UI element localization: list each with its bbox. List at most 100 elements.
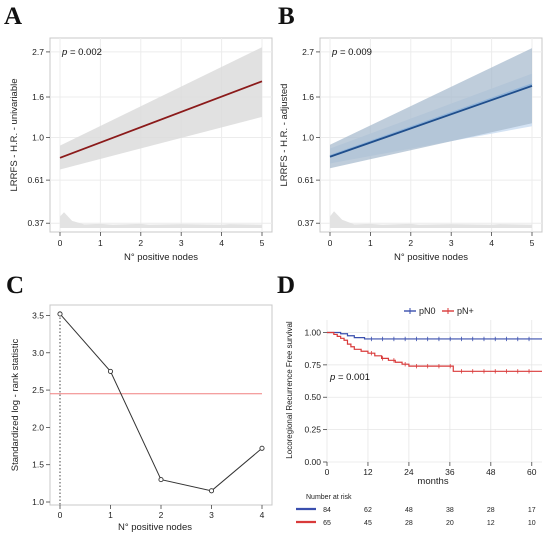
legend-label: pN+ — [457, 306, 474, 316]
risk-value: 17 — [528, 507, 536, 514]
x-tick-label: 4 — [489, 238, 494, 248]
p-value-a: p = 0.002 — [61, 47, 102, 58]
hr-line — [329, 85, 533, 158]
p-value-b: p = 0.009 — [331, 47, 372, 58]
density-b — [330, 211, 532, 228]
x-tick-label: 0 — [58, 238, 63, 248]
x-tick-label: 1 — [108, 510, 113, 520]
y-axis-label-b: LRRFS - H.R. - adjusted — [279, 84, 290, 187]
x-tick-label: 1 — [98, 238, 103, 248]
y-tick-label: 1.0 — [32, 497, 44, 507]
y-tick-label: 0.61 — [297, 175, 314, 185]
x-tick-label: 0 — [58, 510, 63, 520]
statistic-point — [158, 477, 164, 483]
hr-line — [59, 80, 263, 159]
y-tick-label: 0.75 — [304, 360, 321, 370]
y-axis-label-d: Locoregional Recurrence Free survival — [285, 321, 294, 459]
panel-label-a: A — [4, 3, 22, 30]
risk-value: 12 — [487, 520, 495, 527]
panel-label-d: D — [277, 272, 295, 299]
x-tick-label: 3 — [449, 238, 454, 248]
y-tick-label: 1.6 — [32, 92, 44, 102]
y-tick-label: 2.7 — [32, 47, 44, 57]
risk-value: 20 — [446, 520, 454, 527]
panel-label-b: B — [278, 3, 295, 30]
y-tick-label: 3.5 — [32, 310, 44, 320]
x-axis-label-a: N° positive nodes — [124, 252, 198, 263]
statistic-point — [107, 368, 114, 374]
y-tick-label: 0.00 — [304, 457, 321, 467]
x-tick-label: 3 — [179, 238, 184, 248]
survival-curves-d — [327, 331, 542, 374]
y-ticks-b: 0.37 0.61 1.0 1.6 2.7 — [297, 47, 320, 228]
x-tick-label: 0 — [328, 238, 333, 248]
x-ticks-c: 0 1 2 3 4 — [58, 505, 265, 520]
x-tick-label: 5 — [530, 238, 535, 248]
density-area — [330, 211, 532, 228]
hr-line-b — [329, 83, 533, 158]
x-tick-label: 2 — [159, 510, 164, 520]
y-tick-label: 0.25 — [304, 425, 321, 435]
y-ticks-c: 1.0 1.5 2.0 2.5 3.0 3.5 — [32, 310, 50, 507]
p-value-d: p = 0.001 — [329, 372, 370, 383]
risk-value: 10 — [528, 520, 536, 527]
x-tick-label: 4 — [260, 510, 265, 520]
grid-d — [326, 320, 542, 463]
y-tick-label: 0.50 — [304, 392, 321, 402]
statistic-points-c — [57, 311, 265, 494]
x-tick-label: 1 — [368, 238, 373, 248]
y-tick-label: 1.6 — [302, 92, 314, 102]
y-axis-label-c: Standardized log - rank statistic — [10, 338, 21, 471]
risk-value: 45 — [364, 520, 372, 527]
x-tick-label: 5 — [260, 238, 265, 248]
chart-panel-c: 1.0 1.5 2.0 2.5 3.0 3.5 0 1 2 3 4 N° positive nod… — [10, 304, 273, 533]
chart-panel-a: 0.37 0.61 1.0 1.6 2.7 0 1 2 3 4 5 p = 0.002 N° po… — [9, 37, 273, 263]
x-tick-label: 48 — [486, 467, 496, 477]
legend-label: pN0 — [419, 306, 436, 316]
x-tick-label: 36 — [445, 467, 455, 477]
x-axis-label-b: N° positive nodes — [394, 252, 468, 263]
x-axis-label-c: N° positive nodes — [118, 522, 192, 533]
x-ticks-d: 0 12 24 36 48 60 — [325, 462, 537, 477]
y-tick-label: 2.0 — [32, 422, 44, 432]
statistic-point — [208, 488, 215, 494]
y-tick-label: 3.0 — [32, 348, 44, 358]
chart-panel-d: pN0 pN+ 0.000.250.500.751.00 0 12 24 36 48 60 … — [285, 306, 542, 527]
y-ticks-d: 0.00 0.25 0.50 0.75 1.00 — [304, 327, 327, 467]
y-tick-label: 0.37 — [27, 218, 44, 228]
chart-panel-b: 0.37 0.61 1.0 1.6 2.7 0 1 2 3 4 5 p = 0.009 N° po… — [279, 37, 543, 263]
hr-line-a — [59, 80, 263, 159]
density-area — [60, 212, 262, 228]
x-axis-label-d: months — [417, 476, 448, 487]
y-axis-label-a: LRRFS - H.R. - univariable — [9, 79, 20, 192]
x-tick-label: 2 — [138, 238, 143, 248]
y-tick-label: 2.5 — [32, 385, 44, 395]
y-tick-label: 1.00 — [304, 327, 321, 337]
y-tick-label: 0.37 — [297, 218, 314, 228]
risk-value: 28 — [405, 520, 413, 527]
statistic-point — [57, 311, 63, 317]
x-tick-label: 3 — [209, 510, 214, 520]
x-tick-label: 4 — [219, 238, 224, 248]
x-tick-label: 60 — [527, 467, 537, 477]
x-tick-label: 2 — [408, 238, 413, 248]
risk-value: 48 — [405, 507, 413, 514]
legend-d: pN0 pN+ — [404, 306, 474, 316]
x-ticks-a: 0 1 2 3 4 5 — [58, 232, 265, 248]
risk-value: 38 — [446, 507, 454, 514]
x-ticks-b: 0 1 2 3 4 5 — [328, 232, 535, 248]
risk-value: 28 — [487, 507, 495, 514]
survival-curve — [327, 331, 542, 340]
risk-value: 62 — [364, 507, 372, 514]
x-tick-label: 24 — [404, 467, 414, 477]
panel-label-c: C — [6, 272, 24, 299]
hr-line-secondary — [329, 83, 533, 157]
risk-table-title: Number at risk — [306, 494, 352, 501]
risk-value: 84 — [323, 507, 331, 514]
y-tick-label: 1.0 — [32, 133, 44, 143]
y-tick-label: 1.5 — [32, 460, 44, 470]
statistic-point — [259, 445, 265, 451]
y-ticks-a: 0.37 0.61 1.0 1.6 2.7 — [27, 47, 50, 228]
density-a — [60, 212, 262, 228]
